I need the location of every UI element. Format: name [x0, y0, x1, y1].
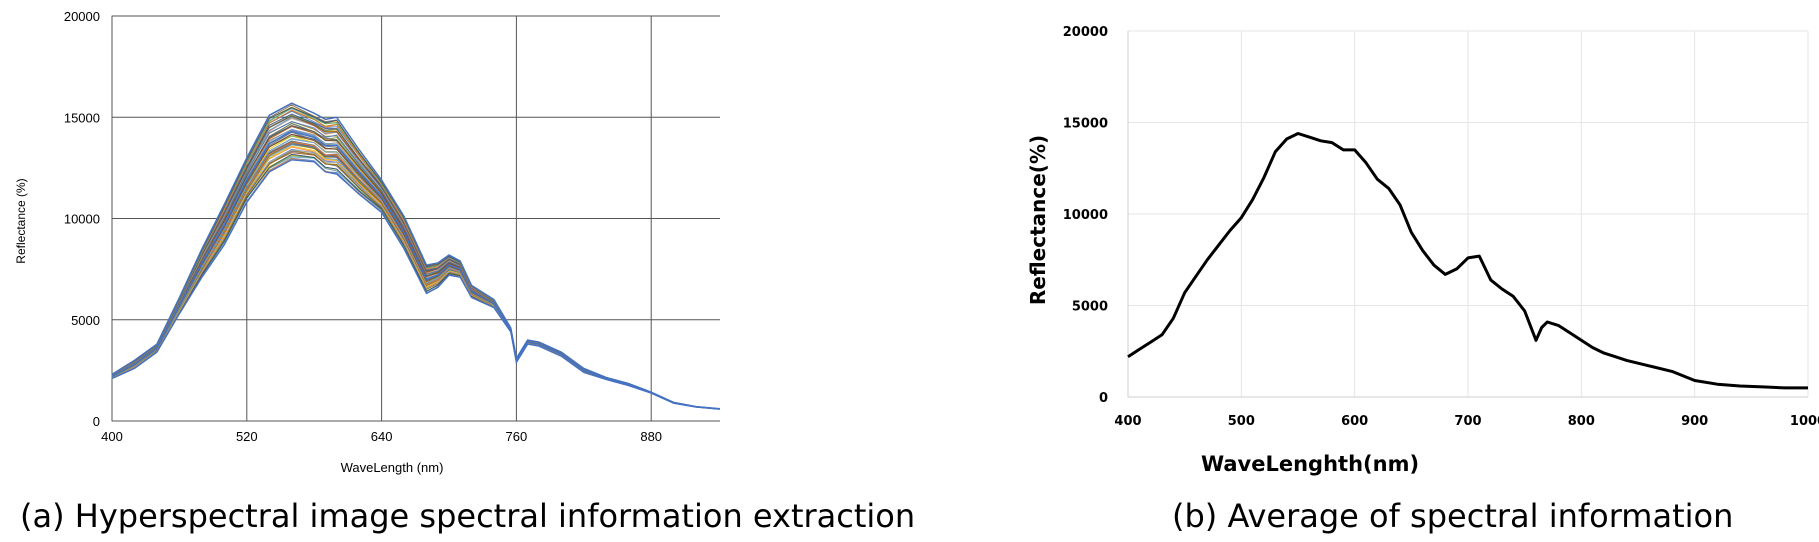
chart-a-xtick-label: 880 — [640, 429, 662, 444]
chart-b-xtick-label: 600 — [1341, 414, 1368, 429]
chart-b-grid — [1127, 30, 1809, 398]
chart-b-xtick-label: 800 — [1568, 414, 1595, 429]
chart-a-series-line — [111, 149, 720, 410]
chart-b-ytick-label: 10000 — [1063, 208, 1108, 223]
chart-a: 400520640760880100005000100001500020000 … — [14, 9, 720, 475]
chart-a-series-line — [111, 157, 720, 410]
chart-a-series-line — [111, 148, 720, 410]
chart-a-series-line — [111, 154, 720, 410]
chart-a-series-line — [111, 146, 720, 410]
chart-b-ytick-label: 20000 — [1063, 25, 1108, 40]
chart-b-ytick-label: 5000 — [1072, 300, 1108, 315]
chart-a-series-line — [111, 144, 720, 410]
chart-a-series-line — [111, 150, 720, 410]
chart-b-xtick-label: 700 — [1454, 414, 1481, 429]
chart-a-ytick-label: 10000 — [64, 212, 100, 227]
chart-b-xtick-label: 500 — [1228, 414, 1255, 429]
chart-a-series-line — [111, 157, 720, 410]
chart-a-series-line — [111, 142, 720, 410]
chart-b-series — [1127, 132, 1808, 390]
chart-a-xtick-label: 640 — [371, 429, 393, 444]
chart-b-ytick-label: 0 — [1099, 391, 1108, 406]
chart-b-xtick-label: 900 — [1681, 414, 1708, 429]
chart-a-series-line — [111, 149, 720, 410]
chart-a-series-line — [111, 141, 720, 410]
chart-a-series-line — [111, 141, 720, 410]
chart-a-series — [111, 102, 720, 410]
chart-a-series-line — [111, 145, 720, 410]
chart-a-series-line — [111, 156, 720, 410]
chart-a-ytick-label: 0 — [93, 414, 100, 429]
chart-a-ylabel: Reflectance (%) — [14, 178, 28, 263]
caption-b: (b) Average of spectral information — [1172, 497, 1734, 535]
chart-a-grid — [111, 15, 720, 422]
chart-a-series-line — [111, 153, 720, 410]
chart-b-xtick-label: 400 — [1114, 414, 1141, 429]
chart-a-min-line — [111, 159, 720, 410]
chart-a-ytick-label: 20000 — [64, 9, 100, 24]
chart-b-xlabel: WaveLenghth(nm) — [1201, 452, 1419, 476]
chart-a-mean-line — [111, 130, 720, 410]
caption-a: (a) Hyperspectral image spectral informa… — [20, 497, 916, 535]
chart-a-ytick-label: 15000 — [64, 110, 100, 125]
chart-b: 4005006007008009001000050001000015000200… — [1026, 25, 1819, 476]
chart-a-xlabel: WaveLength (nm) — [341, 460, 444, 475]
chart-a-xtick-label: 760 — [506, 429, 528, 444]
chart-a-xtick-label: 400 — [101, 429, 123, 444]
chart-a-series-line — [111, 155, 720, 410]
chart-b-average-line — [1127, 132, 1808, 390]
chart-b-ylabel: Reflectance(%) — [1026, 135, 1050, 305]
chart-b-ytick-label: 15000 — [1063, 117, 1108, 132]
chart-a-series-line — [111, 152, 720, 410]
chart-a-series-line — [111, 143, 720, 410]
chart-a-series-line — [111, 159, 720, 410]
chart-b-ticks: 4005006007008009001000050001000015000200… — [1063, 25, 1819, 429]
chart-b-xtick-label: 1000 — [1790, 414, 1819, 429]
chart-a-ticks: 400520640760880100005000100001500020000 — [64, 9, 662, 444]
chart-a-ytick-label: 5000 — [71, 313, 100, 328]
chart-a-xtick-label: 520 — [236, 429, 258, 444]
chart-a-series-line — [111, 143, 720, 410]
